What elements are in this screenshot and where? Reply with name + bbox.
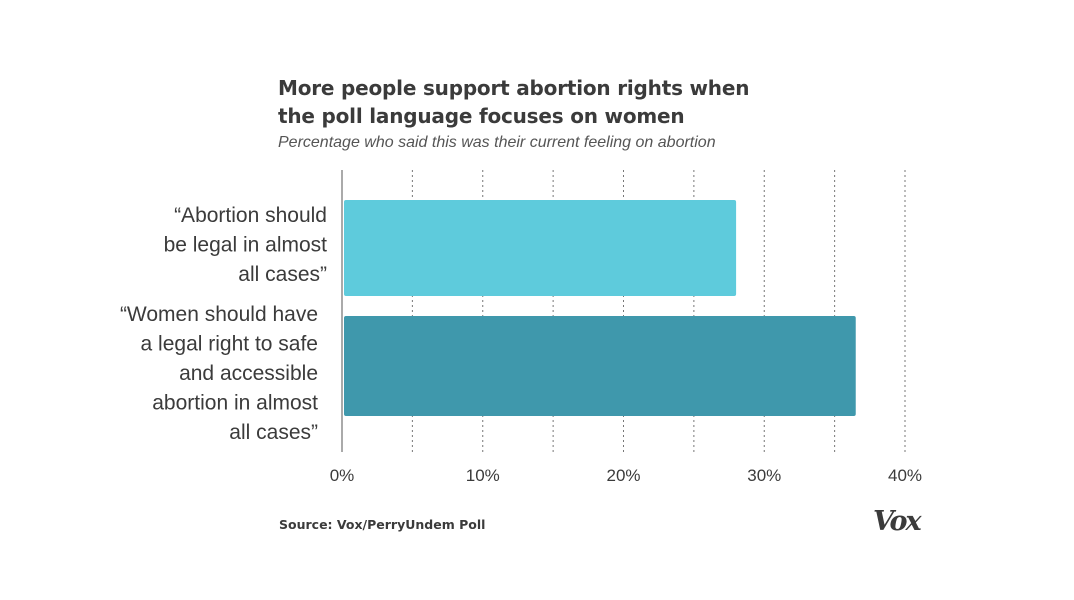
category-labels: “Abortion should be legal in almost all ca… [120,204,327,444]
x-tick-label: 30% [747,466,781,485]
x-tick-label: 20% [606,466,640,485]
bars [344,200,856,416]
x-tick-label: 10% [466,466,500,485]
x-tick-label: 40% [888,466,922,485]
chart-subtitle: Percentage who said this was their curre… [278,134,716,151]
x-tick-label: 0% [330,466,355,485]
x-tick-labels: 0% 10% 20% 30% 40% [330,466,922,485]
source-note: Source: Vox/PerryUndem Poll [279,517,486,532]
chart-title-line-2: the poll language focuses on women [278,104,685,128]
vox-logo: Vox [873,506,922,537]
chart-title-line-1: More people support abortion rights when [278,76,750,100]
category-label: “Abortion should be legal in almost all ca… [164,204,328,286]
bar [344,200,737,296]
bar [344,316,856,416]
category-label: “Women should have a legal right to safe a… [120,303,318,444]
